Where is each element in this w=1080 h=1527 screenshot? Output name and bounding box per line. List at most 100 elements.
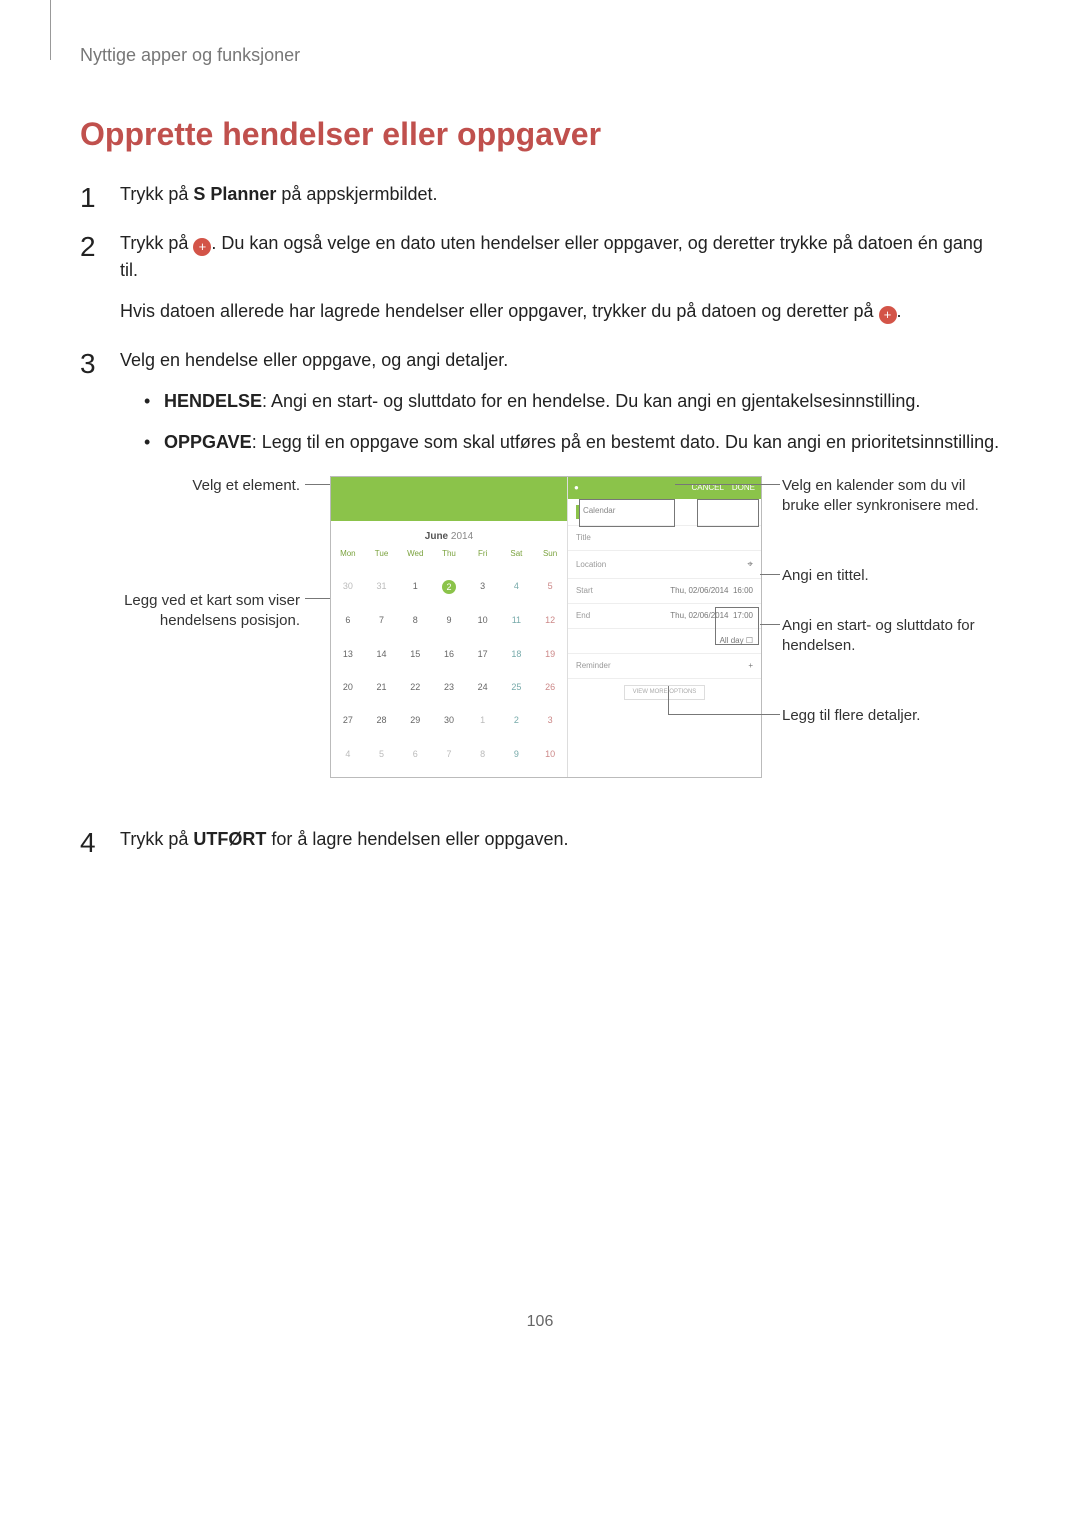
page-number: 106	[80, 1313, 1000, 1331]
form-topbar: ● CANCEL DONE	[568, 477, 761, 499]
calendar-day[interactable]: 3	[466, 576, 500, 610]
calendar-day[interactable]: 18	[500, 644, 534, 677]
calendar-day[interactable]: 29	[398, 710, 432, 743]
bullet-oppgave-label: OPPGAVE	[164, 432, 252, 452]
location-input[interactable]: Location ⌖	[568, 551, 761, 579]
step-2: Trykk på +. Du kan også velge en dato ut…	[80, 230, 1000, 325]
step-2-pre: Trykk på	[120, 233, 193, 253]
step-2b-pre: Hvis datoen allerede har lagrede hendels…	[120, 301, 879, 321]
calendar-weekday: Thu	[432, 546, 466, 576]
step-1: Trykk på S Planner på appskjermbildet.	[80, 181, 1000, 208]
event-color-dot: ●	[574, 482, 579, 494]
calendar-day[interactable]: 7	[432, 744, 466, 777]
calendar-day[interactable]: 13	[331, 644, 365, 677]
calendar-day[interactable]: 26	[533, 677, 567, 710]
calendar-day[interactable]: 8	[466, 744, 500, 777]
calendar-account-label: Calendar	[576, 505, 615, 519]
calendar-weekday: Tue	[365, 546, 399, 576]
calendar-grid: MonTueWedThuFriSatSun3031123456789101112…	[331, 546, 567, 777]
calendar-day[interactable]: 22	[398, 677, 432, 710]
step-4-pre: Trykk på	[120, 829, 193, 849]
calendar-weekday: Sun	[533, 546, 567, 576]
calendar-day[interactable]: 4	[500, 576, 534, 610]
callout-select-calendar: Velg en kalender som du vil bruke eller …	[782, 476, 1002, 515]
calendar-day[interactable]: 15	[398, 644, 432, 677]
calendar-day[interactable]: 8	[398, 610, 432, 643]
calendar-day[interactable]: 5	[365, 744, 399, 777]
calendar-day[interactable]: 10	[533, 744, 567, 777]
calendar-day[interactable]: 9	[432, 610, 466, 643]
calendar-day[interactable]: 14	[365, 644, 399, 677]
calendar-day[interactable]: 7	[365, 610, 399, 643]
location-pin-icon[interactable]: ⌖	[747, 557, 753, 572]
calendar-day[interactable]: 16	[432, 644, 466, 677]
calendar-weekday: Sat	[500, 546, 534, 576]
calendar-day[interactable]: 5	[533, 576, 567, 610]
event-form: ● CANCEL DONE Calendar Title Location	[567, 477, 761, 777]
callout-title: Angi en tittel.	[782, 566, 1002, 586]
step-3-intro: Velg en hendelse eller oppgave, og angi …	[120, 347, 1000, 374]
calendar-day[interactable]: 6	[331, 610, 365, 643]
step-1-post: på appskjermbildet.	[276, 184, 437, 204]
step-1-pre: Trykk på	[120, 184, 193, 204]
calendar-day[interactable]: 20	[331, 677, 365, 710]
calendar-day[interactable]: 4	[331, 744, 365, 777]
calendar-day[interactable]: 19	[533, 644, 567, 677]
calendar-day[interactable]: 10	[466, 610, 500, 643]
calendar-day[interactable]: 31	[365, 576, 399, 610]
calendar-day[interactable]: 28	[365, 710, 399, 743]
calendar-day[interactable]: 2	[500, 710, 534, 743]
calendar-day[interactable]: 17	[466, 644, 500, 677]
step-3: Velg en hendelse eller oppgave, og angi …	[80, 347, 1000, 796]
bullet-hendelse-text: : Angi en start- og sluttdato for en hen…	[262, 391, 920, 411]
callout-more-details: Legg til flere detaljer.	[782, 706, 1002, 726]
step-1-bold: S Planner	[193, 184, 276, 204]
callout-attach-map: Legg ved et kart som viser hendelsens po…	[120, 591, 300, 630]
step-2-post: . Du kan også velge en dato uten hendels…	[120, 233, 983, 280]
calendar-account-row[interactable]: Calendar	[568, 499, 761, 526]
bullet-hendelse: HENDELSE: Angi en start- og sluttdato fo…	[144, 388, 1000, 415]
callout-start-end: Angi en start- og sluttdato for hendelse…	[782, 616, 1002, 655]
calendar-day[interactable]: 2	[432, 576, 466, 610]
calendar-panel: June 2014 MonTueWedThuFriSatSun303112345…	[331, 477, 567, 777]
calendar-weekday: Mon	[331, 546, 365, 576]
view-more-options-button[interactable]: VIEW MORE OPTIONS	[624, 685, 706, 700]
phone-mock: June 2014 MonTueWedThuFriSatSun303112345…	[330, 476, 762, 778]
plus-icon: +	[879, 306, 897, 324]
calendar-day[interactable]: 6	[398, 744, 432, 777]
calendar-day[interactable]: 25	[500, 677, 534, 710]
page-title: Opprette hendelser eller oppgaver	[80, 116, 1000, 153]
breadcrumb: Nyttige apper og funksjoner	[80, 45, 1000, 66]
calendar-day[interactable]: 27	[331, 710, 365, 743]
figure-splanner: Velg et element. Legg ved et kart som vi…	[120, 476, 1000, 796]
plus-icon: +	[193, 238, 211, 256]
title-input[interactable]: Title	[568, 526, 761, 551]
step-2b-post: .	[897, 301, 902, 321]
calendar-day[interactable]: 11	[500, 610, 534, 643]
calendar-weekday: Wed	[398, 546, 432, 576]
allday-row[interactable]: All day ☐	[568, 629, 761, 654]
calendar-weekday: Fri	[466, 546, 500, 576]
calendar-day[interactable]: 21	[365, 677, 399, 710]
bullet-oppgave: OPPGAVE: Legg til en oppgave som skal ut…	[144, 429, 1000, 456]
callout-select-element: Velg et element.	[120, 476, 300, 496]
step-4-bold: UTFØRT	[193, 829, 266, 849]
calendar-day[interactable]: 1	[398, 576, 432, 610]
bullet-hendelse-label: HENDELSE	[164, 391, 262, 411]
calendar-month: June 2014	[331, 521, 567, 546]
calendar-day[interactable]: 30	[331, 576, 365, 610]
calendar-day[interactable]: 24	[466, 677, 500, 710]
start-row[interactable]: Start Thu, 02/06/2014 16:00	[568, 579, 761, 604]
step-4-post: for å lagre hendelsen eller oppgaven.	[266, 829, 568, 849]
calendar-day[interactable]: 23	[432, 677, 466, 710]
calendar-day[interactable]: 9	[500, 744, 534, 777]
calendar-tabs	[331, 477, 567, 521]
calendar-day[interactable]: 30	[432, 710, 466, 743]
end-row[interactable]: End Thu, 02/06/2014 17:00	[568, 604, 761, 629]
calendar-day[interactable]: 12	[533, 610, 567, 643]
calendar-day[interactable]: 1	[466, 710, 500, 743]
calendar-day[interactable]: 3	[533, 710, 567, 743]
reminder-row[interactable]: Reminder+	[568, 654, 761, 679]
step-4: Trykk på UTFØRT for å lagre hendelsen el…	[80, 826, 1000, 853]
bullet-oppgave-text: : Legg til en oppgave som skal utføres p…	[252, 432, 999, 452]
